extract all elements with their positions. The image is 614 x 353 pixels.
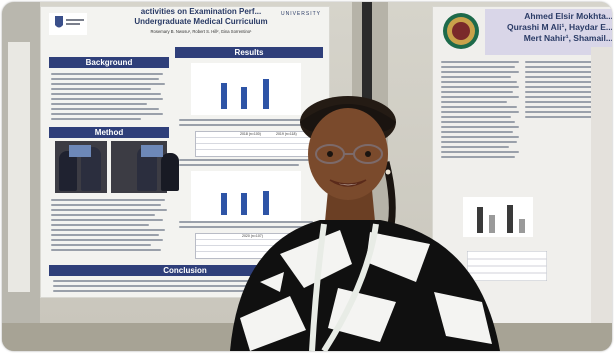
results-bar-chart-1 (191, 63, 301, 115)
chart1-bar-1 (221, 83, 227, 109)
right-poster-author-line-1: Ahmed Elsir Mokhta... (524, 11, 612, 21)
right-poster-author-line-2: Qurashi M Ali¹, Haydar E... (507, 22, 612, 32)
left-poster-strip (8, 42, 30, 292)
left-poster-title-line-1: activities on Examination Perf... (140, 7, 262, 16)
right-poster: Ahmed Elsir Mokhta... Qurashi M Ali¹, Ha… (432, 6, 612, 338)
right-poster-text-1 (441, 61, 521, 161)
table1-col-2: 2019 (n=118) (276, 132, 297, 136)
chart2-bar-2 (241, 193, 247, 215)
section-results-header: Results (175, 47, 323, 58)
right-poster-table (467, 251, 547, 281)
section-background-header: Background (49, 57, 169, 68)
right-poster-titlebar (485, 9, 612, 55)
conclusion-text (53, 280, 317, 295)
institution-seal (443, 13, 479, 49)
method-text (51, 199, 169, 254)
results-text-2 (179, 159, 319, 169)
left-poster-title-line-2: Undergraduate Medical Curriculum (134, 17, 268, 26)
table1-col-1: 2018 (n=100) (240, 132, 261, 136)
right-poster-edge (591, 47, 612, 327)
chart1-bar-2 (241, 87, 247, 109)
left-poster-authors: Rosemary B. Nwosu¹, Robert S. Hill², Gin… (150, 29, 252, 34)
person-figure (230, 96, 500, 351)
chart2-bar-3 (263, 191, 269, 215)
left-board-edge (2, 2, 40, 351)
left-poster-title: activities on Examination Perf... Underg… (101, 7, 301, 27)
table2-col-1: 2020 (n=107) (242, 234, 263, 238)
section-method-header: Method (49, 127, 169, 138)
results-table-1: 2018 (n=100) 2019 (n=118) (195, 131, 313, 157)
university-logo (49, 13, 87, 35)
left-poster: activities on Examination Perf... Underg… (40, 6, 330, 298)
section-conclusion-header: Conclusion (49, 265, 321, 276)
results-text-3 (179, 221, 319, 231)
method-photo-1 (55, 141, 107, 193)
chart1-bar-3 (263, 79, 269, 109)
chart2-bar-1 (221, 193, 227, 215)
right-poster-author-line-3: Mert Nahir¹, Shamail... (523, 33, 612, 43)
background-text (51, 73, 167, 123)
left-poster-university: UNIVERSITY (280, 11, 321, 17)
method-photo-2 (111, 141, 179, 193)
right-poster-text-2 (525, 61, 605, 121)
right-poster-authors: Ahmed Elsir Mokhta... Qurashi M Ali¹, Ha… (495, 11, 612, 44)
results-text-1 (179, 119, 319, 129)
results-bar-chart-2 (191, 171, 301, 221)
right-poster-chart (463, 197, 533, 237)
person (220, 92, 510, 351)
